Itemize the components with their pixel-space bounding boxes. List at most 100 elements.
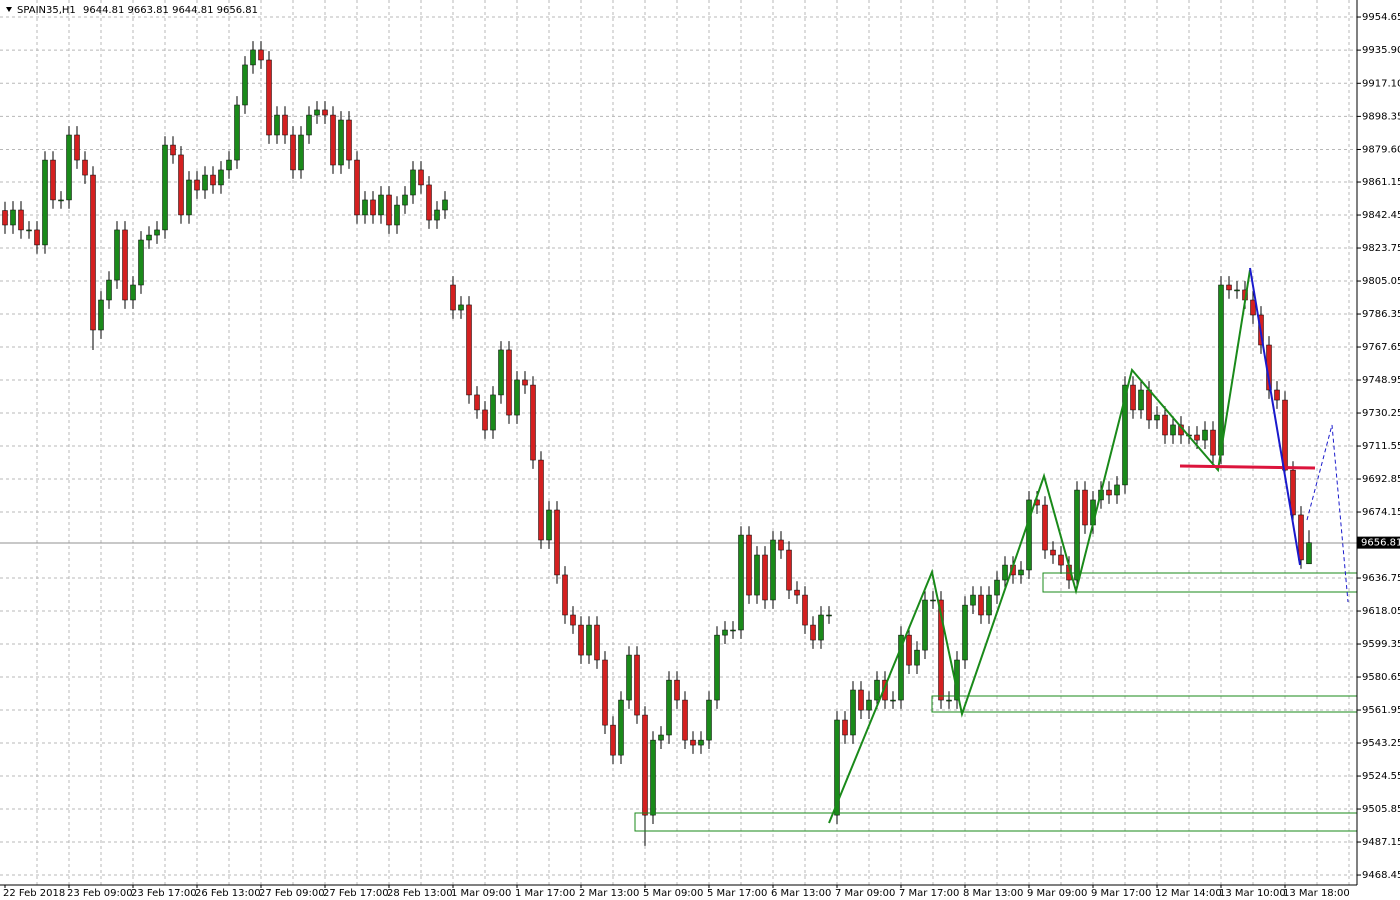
candle-body — [442, 199, 448, 211]
candle-body — [1218, 284, 1224, 456]
candle-body — [914, 649, 920, 666]
y-tick-label: 9786.35 — [1362, 309, 1400, 320]
candle-body — [482, 409, 488, 431]
current-price-box — [1357, 536, 1400, 549]
candle-body — [114, 229, 120, 281]
candle-body — [186, 179, 192, 216]
candle-body — [370, 199, 376, 216]
level-line — [1179, 464, 1316, 470]
candle-body — [258, 49, 264, 61]
candle-body — [1018, 569, 1024, 576]
x-tick-label: 23 Feb 17:00 — [131, 888, 197, 899]
candle-body — [378, 194, 384, 216]
y-tick-label: 9468.45 — [1362, 870, 1400, 881]
candle-body — [666, 679, 672, 736]
candle-body — [722, 629, 728, 636]
candle-body — [170, 144, 176, 156]
candle-body — [922, 599, 928, 651]
candle-body — [394, 204, 400, 226]
candle-body — [26, 229, 32, 232]
y-tick-label: 9823.75 — [1362, 243, 1400, 254]
candle-body — [762, 554, 768, 601]
candle-body — [306, 114, 312, 136]
candle-body — [1082, 489, 1088, 526]
candle-body — [538, 459, 544, 541]
candle-body — [858, 689, 864, 711]
candle-body — [1050, 549, 1056, 556]
candle-body — [826, 614, 832, 617]
candle-body — [466, 304, 472, 396]
candle-body — [554, 509, 560, 576]
candle-body — [154, 229, 160, 236]
candle-body — [834, 719, 840, 816]
candle-body — [58, 199, 64, 202]
header-icon — [6, 7, 12, 12]
candle-body — [178, 154, 184, 216]
candle-body — [546, 509, 552, 541]
y-tick-label: 9505.85 — [1362, 804, 1400, 815]
candle-body — [418, 169, 424, 186]
x-tick-label: 1 Mar 09:00 — [451, 888, 511, 899]
candle-body — [570, 614, 576, 626]
candle-body — [946, 699, 952, 702]
candle-body — [66, 134, 72, 201]
time-axis-bg — [0, 885, 1400, 900]
projection-line — [1306, 424, 1349, 603]
y-tick-label: 9861.15 — [1362, 177, 1400, 188]
x-tick-label: 7 Mar 09:00 — [835, 888, 895, 899]
candle-body — [1074, 489, 1080, 581]
candle-body — [866, 699, 872, 711]
candle-body — [34, 229, 40, 246]
candle-body — [74, 134, 80, 161]
candle-body — [1162, 414, 1168, 436]
candle-body — [818, 614, 824, 641]
candle-body — [506, 349, 512, 416]
y-tick-label: 9935.90 — [1362, 45, 1400, 56]
candle-body — [786, 549, 792, 591]
header-text: SPAIN35,H1 9644.81 9663.81 9644.81 9656.… — [17, 5, 258, 16]
ohlc-low: 9644.81 — [172, 5, 213, 16]
candle-body — [890, 699, 896, 702]
candle-body — [2, 210, 8, 226]
candle-body — [930, 599, 936, 602]
candle-body — [234, 104, 240, 161]
x-tick-label: 26 Feb 13:00 — [195, 888, 261, 899]
y-tick-label: 9561.95 — [1362, 705, 1400, 716]
candle-body — [1234, 289, 1240, 292]
x-tick-label: 27 Feb 17:00 — [323, 888, 389, 899]
candle-body — [1274, 389, 1280, 401]
x-tick-label: 13 Mar 18:00 — [1283, 888, 1350, 899]
candle-body — [250, 49, 256, 66]
candle-body — [82, 159, 88, 176]
candle-body — [898, 634, 904, 701]
candle-body — [226, 159, 232, 171]
ohlc-open: 9644.81 — [83, 5, 124, 16]
candle-body — [754, 554, 760, 596]
x-tick-label: 13 Mar 10:00 — [1219, 888, 1286, 899]
y-tick-label: 9954.65 — [1362, 12, 1400, 23]
candles — [2, 41, 1312, 846]
x-tick-label: 5 Mar 09:00 — [643, 888, 703, 899]
candle-body — [138, 239, 144, 286]
candle-body — [402, 194, 408, 206]
y-tick-label: 9711.55 — [1362, 441, 1400, 452]
candle-body — [642, 714, 648, 816]
candle-body — [450, 284, 456, 311]
candle-body — [970, 594, 976, 606]
x-tick-label: 9 Mar 09:00 — [1027, 888, 1087, 899]
candle-body — [354, 159, 360, 216]
y-tick-label: 9674.15 — [1362, 507, 1400, 518]
y-tick-label: 9730.25 — [1362, 408, 1400, 419]
x-tick-label: 1 Mar 17:00 — [515, 888, 575, 899]
ohlc-close: 9656.81 — [217, 5, 258, 16]
candle-body — [938, 599, 944, 701]
candle-body — [1106, 489, 1112, 496]
candle-body — [42, 159, 48, 246]
y-tick-label: 9748.95 — [1362, 375, 1400, 386]
candle-body — [618, 699, 624, 756]
x-tick-label: 9 Mar 17:00 — [1091, 888, 1151, 899]
candle-body — [146, 234, 152, 241]
candle-body — [1122, 384, 1128, 486]
